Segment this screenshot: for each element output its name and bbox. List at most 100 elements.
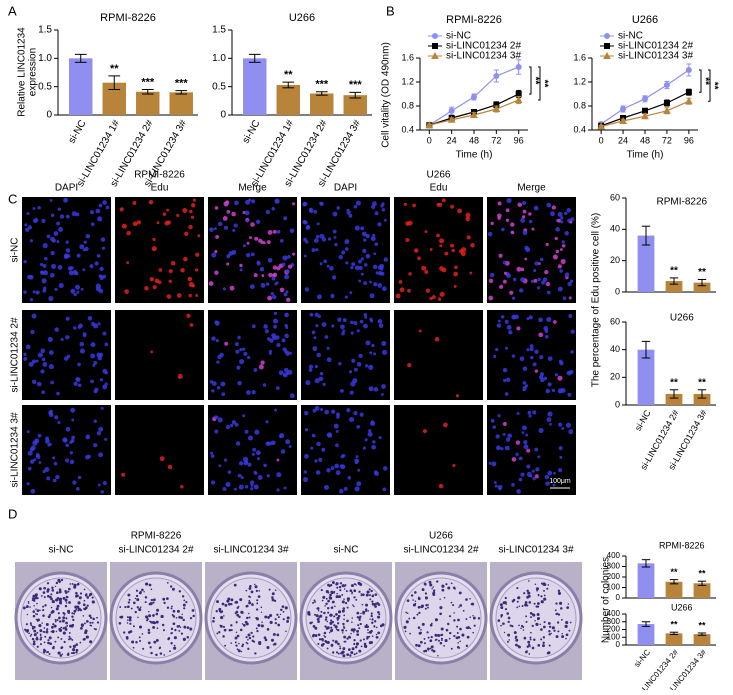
cell-dot bbox=[408, 272, 412, 276]
cell-dot bbox=[58, 226, 64, 233]
cell-dot bbox=[97, 322, 101, 326]
colony-dot bbox=[266, 645, 270, 650]
colony-dot bbox=[371, 602, 375, 606]
colony-dot bbox=[145, 616, 149, 619]
colony-dot bbox=[83, 607, 86, 610]
cell-dot bbox=[334, 242, 338, 247]
cell-dot bbox=[255, 219, 261, 224]
cell-dot bbox=[320, 408, 324, 412]
colony-dot bbox=[156, 627, 159, 630]
cell-dot bbox=[425, 288, 431, 293]
colony-dot bbox=[68, 638, 70, 641]
colony-dot bbox=[270, 638, 275, 642]
colony-dot bbox=[64, 589, 67, 593]
cell-dot bbox=[65, 335, 70, 340]
colony-dot bbox=[431, 587, 433, 590]
colony-dot bbox=[416, 613, 419, 616]
cell-dot bbox=[311, 248, 316, 253]
cell-dot bbox=[239, 268, 243, 272]
colony-dot bbox=[377, 611, 380, 614]
colony-dot bbox=[47, 615, 51, 619]
colony-dot bbox=[274, 618, 277, 621]
colony-dot bbox=[230, 629, 233, 632]
cell-dot bbox=[316, 294, 322, 300]
bar bbox=[243, 58, 267, 115]
chart-title: U266 bbox=[670, 313, 694, 324]
colony-dot bbox=[536, 589, 538, 592]
point bbox=[620, 106, 627, 112]
colony-dot bbox=[248, 636, 252, 640]
cell-dot bbox=[333, 423, 339, 429]
colony-dot bbox=[542, 636, 546, 639]
cell-dot bbox=[52, 456, 56, 460]
colony-dot bbox=[84, 622, 86, 625]
colony-dot bbox=[347, 648, 351, 651]
colony-dot bbox=[322, 640, 324, 642]
cell-dot bbox=[368, 364, 374, 370]
point bbox=[641, 112, 649, 120]
colony-dot bbox=[73, 585, 77, 589]
point bbox=[492, 104, 501, 112]
cell-dot bbox=[176, 213, 180, 218]
cell-dot bbox=[398, 280, 403, 284]
cell-dot bbox=[273, 311, 277, 316]
cell-dot bbox=[30, 329, 35, 335]
cell-dot bbox=[151, 246, 157, 252]
colony-dot bbox=[271, 598, 275, 602]
micrograph bbox=[394, 405, 483, 495]
colony-dot bbox=[327, 607, 330, 610]
colony-dot bbox=[285, 630, 287, 633]
colony-dish bbox=[394, 562, 488, 680]
cell-dot bbox=[211, 389, 215, 393]
colony-dot bbox=[423, 637, 426, 640]
colony-dot bbox=[65, 598, 68, 602]
colony-dot bbox=[71, 623, 75, 627]
colony-dot bbox=[374, 605, 377, 608]
colony-dot bbox=[153, 640, 157, 644]
colony-dot bbox=[176, 609, 180, 613]
x-tick-label: 24 bbox=[618, 135, 628, 145]
colony-dot bbox=[50, 593, 53, 596]
cell-dot bbox=[504, 392, 509, 396]
cell-dot bbox=[545, 388, 551, 394]
cell-dot bbox=[279, 287, 285, 293]
cell-dot bbox=[23, 260, 27, 264]
cell-dot bbox=[557, 375, 563, 381]
cell-dot bbox=[516, 266, 522, 272]
colony-dot bbox=[356, 633, 360, 636]
cell-dot bbox=[524, 245, 529, 251]
cell-dot bbox=[526, 317, 530, 321]
cell-dot bbox=[559, 248, 563, 252]
colony-dot bbox=[126, 616, 129, 619]
cell-dot bbox=[360, 272, 364, 276]
colony-dot bbox=[353, 639, 356, 642]
cell-dot bbox=[23, 352, 27, 356]
cell-dot bbox=[373, 352, 377, 356]
colony-dot bbox=[43, 596, 46, 599]
colony-dot bbox=[336, 586, 339, 589]
cell-dot bbox=[285, 326, 289, 330]
colony-dot bbox=[343, 618, 345, 621]
cell-dot bbox=[82, 268, 86, 272]
cell-dot bbox=[553, 471, 556, 475]
cell-dot bbox=[92, 364, 96, 368]
colony-dot bbox=[245, 636, 248, 639]
colony-dot bbox=[461, 633, 464, 636]
colony-dot bbox=[448, 637, 451, 640]
point bbox=[471, 94, 477, 100]
colony-dot bbox=[363, 642, 367, 646]
cell-dot bbox=[71, 418, 75, 422]
colony-dot bbox=[351, 591, 354, 594]
colony-dot bbox=[86, 596, 89, 599]
cell-dot bbox=[90, 342, 96, 348]
colony-dot bbox=[557, 613, 561, 616]
colony-dot bbox=[173, 636, 177, 640]
cell-dot bbox=[271, 294, 277, 300]
cell-dot bbox=[439, 291, 445, 297]
cell-dot bbox=[56, 240, 60, 244]
cell-dot bbox=[35, 359, 39, 363]
y-tick-label: 300 bbox=[607, 562, 621, 571]
y-tick-label: 0.8 bbox=[573, 100, 586, 110]
cell-dot bbox=[355, 200, 361, 206]
colony-dot bbox=[314, 634, 318, 637]
